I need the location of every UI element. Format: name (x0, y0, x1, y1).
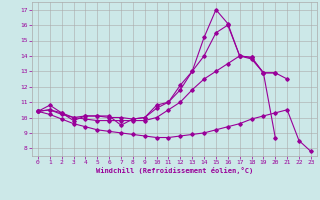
X-axis label: Windchill (Refroidissement éolien,°C): Windchill (Refroidissement éolien,°C) (96, 167, 253, 174)
